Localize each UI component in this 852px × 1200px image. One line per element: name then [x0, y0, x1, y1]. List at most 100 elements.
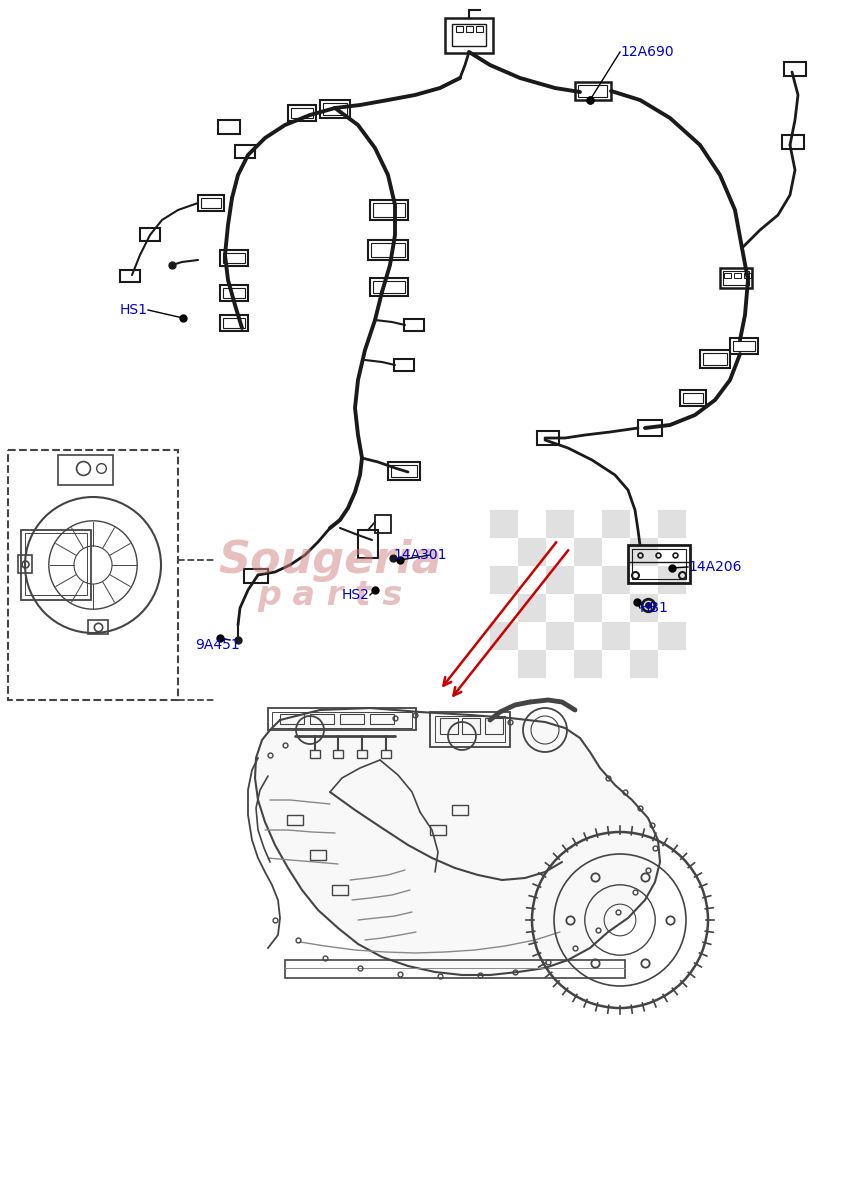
Bar: [429, 826, 446, 835]
Bar: [729, 338, 757, 354]
Bar: [220, 250, 248, 266]
Bar: [733, 272, 740, 278]
Bar: [537, 431, 558, 445]
Bar: [323, 103, 347, 115]
Bar: [222, 253, 245, 263]
Bar: [452, 24, 486, 46]
Bar: [574, 82, 610, 100]
Bar: [370, 200, 407, 220]
Text: 9A451: 9A451: [195, 638, 239, 652]
Bar: [578, 85, 607, 97]
Bar: [657, 510, 685, 538]
Bar: [682, 392, 702, 403]
Bar: [220, 284, 248, 301]
Bar: [404, 319, 423, 331]
Bar: [627, 545, 689, 583]
Bar: [719, 268, 751, 288]
Bar: [781, 134, 803, 149]
Bar: [602, 510, 630, 538]
Bar: [372, 203, 405, 217]
Bar: [723, 272, 730, 278]
Bar: [370, 714, 394, 724]
Bar: [722, 271, 748, 284]
Bar: [222, 318, 245, 328]
Bar: [637, 420, 661, 436]
Text: HB1: HB1: [639, 601, 668, 614]
Bar: [198, 194, 224, 211]
Bar: [440, 718, 458, 734]
Bar: [370, 278, 407, 296]
Bar: [309, 714, 334, 724]
Bar: [702, 353, 726, 365]
Bar: [220, 314, 248, 331]
Text: 12A690: 12A690: [619, 44, 673, 59]
Text: Sougeria: Sougeria: [218, 539, 441, 582]
Bar: [58, 455, 112, 485]
Text: HS1: HS1: [120, 302, 148, 317]
Bar: [120, 270, 140, 282]
Bar: [234, 145, 255, 158]
Bar: [88, 620, 108, 634]
Bar: [573, 650, 602, 678]
Bar: [8, 450, 178, 700]
Bar: [357, 750, 366, 758]
Bar: [465, 26, 473, 32]
Bar: [445, 18, 492, 53]
Bar: [462, 718, 480, 734]
Bar: [367, 240, 407, 260]
Text: HS2: HS2: [342, 588, 370, 602]
Text: 14A206: 14A206: [688, 560, 740, 574]
Bar: [657, 622, 685, 650]
Bar: [140, 228, 160, 241]
Bar: [435, 716, 504, 742]
Bar: [288, 104, 315, 121]
Bar: [18, 554, 32, 572]
Bar: [429, 712, 509, 746]
Bar: [452, 805, 468, 815]
Bar: [573, 594, 602, 622]
Bar: [489, 622, 517, 650]
Bar: [272, 712, 412, 728]
Bar: [340, 714, 364, 724]
Bar: [489, 510, 517, 538]
Bar: [545, 622, 573, 650]
Bar: [517, 594, 545, 622]
Bar: [381, 750, 390, 758]
Bar: [630, 538, 657, 566]
Bar: [732, 341, 754, 350]
Bar: [545, 566, 573, 594]
Bar: [517, 538, 545, 566]
Polygon shape: [255, 708, 659, 974]
Bar: [25, 533, 87, 595]
Bar: [375, 515, 390, 533]
Bar: [390, 464, 417, 476]
Bar: [285, 960, 625, 978]
Bar: [291, 108, 313, 118]
Bar: [279, 714, 303, 724]
Bar: [489, 566, 517, 594]
Bar: [201, 198, 221, 208]
Bar: [268, 708, 416, 730]
Bar: [358, 530, 377, 558]
Text: 14A301: 14A301: [393, 548, 446, 562]
Bar: [372, 281, 405, 293]
Bar: [602, 566, 630, 594]
Bar: [21, 530, 91, 600]
Bar: [743, 272, 750, 278]
Bar: [388, 462, 419, 480]
Bar: [475, 26, 482, 32]
Bar: [309, 750, 320, 758]
Bar: [309, 850, 325, 860]
Bar: [699, 350, 729, 368]
Bar: [783, 62, 805, 76]
Bar: [244, 569, 268, 583]
Bar: [456, 26, 463, 32]
Bar: [630, 650, 657, 678]
Bar: [222, 288, 245, 298]
Bar: [602, 622, 630, 650]
Bar: [517, 650, 545, 678]
Bar: [657, 566, 685, 594]
Bar: [630, 594, 657, 622]
Text: p a r t s: p a r t s: [257, 578, 402, 612]
Bar: [394, 359, 413, 371]
